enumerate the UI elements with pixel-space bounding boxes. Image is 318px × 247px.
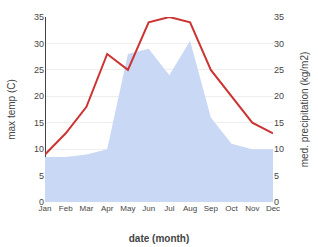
svg-text:35: 35 <box>34 12 44 22</box>
svg-text:Oct: Oct <box>225 204 238 213</box>
svg-text:Jul: Jul <box>164 204 174 213</box>
svg-text:Jan: Jan <box>39 204 52 213</box>
svg-text:Apr: Apr <box>101 204 114 213</box>
svg-text:0: 0 <box>39 197 44 207</box>
svg-text:25: 25 <box>34 65 44 75</box>
svg-text:med. precipitation (kg/m2): med. precipitation (kg/m2) <box>299 52 310 168</box>
svg-text:Dec: Dec <box>266 204 280 213</box>
svg-text:35: 35 <box>274 12 284 22</box>
svg-text:15: 15 <box>274 118 284 128</box>
svg-text:30: 30 <box>34 39 44 49</box>
svg-text:date (month): date (month) <box>129 233 190 244</box>
svg-text:30: 30 <box>274 39 284 49</box>
svg-text:20: 20 <box>34 91 44 101</box>
svg-text:10: 10 <box>274 144 284 154</box>
svg-text:5: 5 <box>274 171 279 181</box>
svg-text:May: May <box>120 204 135 213</box>
svg-text:Aug: Aug <box>183 204 197 213</box>
svg-text:20: 20 <box>274 91 284 101</box>
svg-text:10: 10 <box>34 144 44 154</box>
svg-text:Nov: Nov <box>245 204 259 213</box>
svg-text:25: 25 <box>274 65 284 75</box>
svg-text:0: 0 <box>274 197 279 207</box>
svg-text:max temp (C): max temp (C) <box>6 79 17 140</box>
svg-text:Jun: Jun <box>142 204 155 213</box>
svg-text:Mar: Mar <box>80 204 94 213</box>
svg-text:5: 5 <box>39 171 44 181</box>
svg-text:15: 15 <box>34 118 44 128</box>
svg-text:Sep: Sep <box>204 204 219 213</box>
svg-text:Feb: Feb <box>59 204 73 213</box>
